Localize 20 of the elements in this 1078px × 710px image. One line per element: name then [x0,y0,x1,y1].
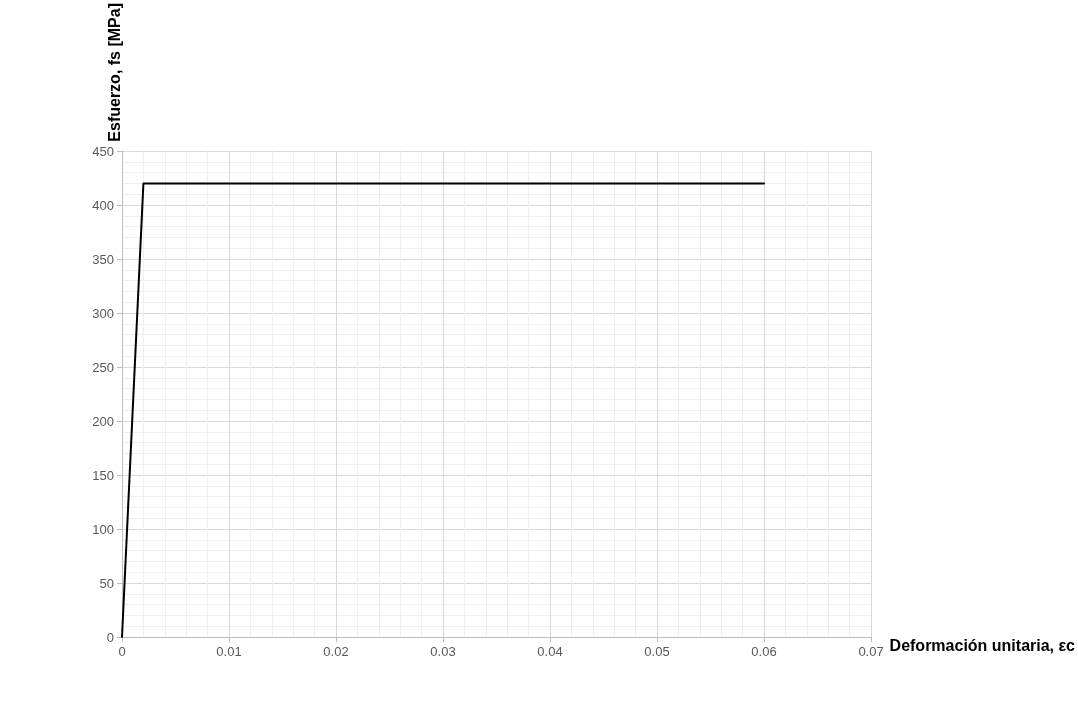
y-tick-label: 300 [92,305,114,321]
y-tick-label: 50 [99,575,114,591]
x-tick-label: 0.07 [858,644,884,659]
y-tick-label: 100 [92,521,114,537]
y-tick-label: 400 [92,197,114,213]
y-tick-label: 250 [92,359,114,375]
y-tick-label: 450 [92,143,114,159]
x-axis-title: Deformación unitaria, εc [889,636,1076,654]
x-tick-label: 0.01 [216,644,242,659]
y-tick-label: 200 [92,413,114,429]
x-tick-label: 0 [118,644,126,659]
x-tick-label: 0.05 [644,644,670,659]
y-tick-label: 0 [106,629,114,645]
y-tick-label: 350 [92,251,114,267]
y-tick-label: 150 [92,467,114,483]
y-axis-title: Esfuerzo, fs [MPa] [105,3,123,142]
x-tick-label: 0.02 [323,644,349,659]
x-tick-label: 0.04 [537,644,563,659]
x-tick-label: 0.06 [751,644,777,659]
x-tick-label: 0.03 [430,644,456,659]
